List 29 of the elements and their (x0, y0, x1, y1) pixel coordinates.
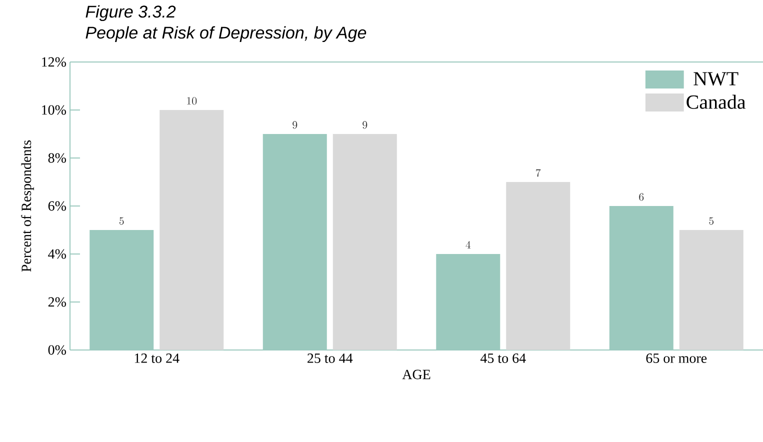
data-label: 5 (119, 217, 124, 225)
y-tick-label: 6% (48, 201, 66, 211)
y-tick-label: 0% (48, 345, 66, 355)
x-tick-label: 65 or more (646, 354, 707, 363)
data-label: 5 (709, 217, 714, 225)
x-axis-title: AGE (402, 370, 430, 380)
chart-subtitle: People at Risk of Depression, by Age (86, 26, 366, 42)
bar (506, 182, 570, 350)
chart-title: Figure 3.3.2 (86, 5, 176, 22)
legend-label: Canada (686, 94, 746, 109)
data-label: 6 (639, 193, 644, 201)
bar (679, 230, 744, 350)
y-tick-label: 8% (48, 153, 66, 163)
data-label: 4 (466, 241, 471, 248)
x-tick-label: 12 to 24 (134, 354, 180, 363)
x-tick-label: 25 to 44 (308, 354, 353, 363)
legend-label: NWT (694, 72, 738, 86)
y-tick-label: 4% (48, 249, 66, 259)
bar (160, 110, 224, 350)
data-label: 10 (187, 97, 197, 105)
data-label: 9 (362, 121, 368, 129)
bar (332, 134, 397, 350)
y-tick-label: 2% (48, 297, 66, 307)
y-tick-label: 12% (42, 57, 66, 67)
x-tick-label: 45 to 64 (480, 354, 526, 363)
y-axis-title: Percent of Respondents (21, 140, 34, 272)
y-tick-label: 10% (42, 105, 66, 115)
data-label: 9 (292, 121, 298, 129)
data-label: 7 (536, 169, 541, 177)
